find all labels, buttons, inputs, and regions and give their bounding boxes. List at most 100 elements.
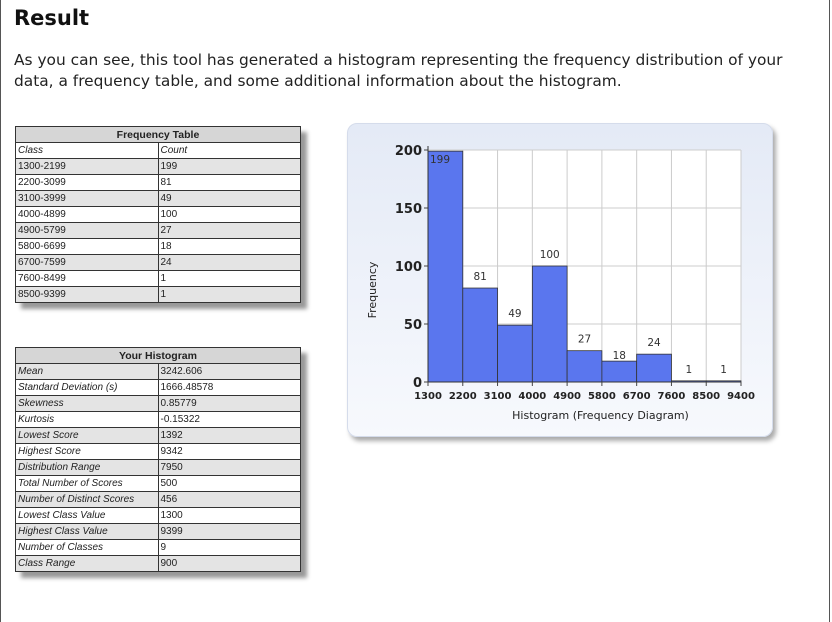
row-value-cell: 1300 — [157, 507, 301, 524]
table-row: Skewness 0.85779 — [15, 395, 301, 412]
x-tick-label: 4900 — [553, 391, 581, 402]
table-row: Lowest Score 1392 — [15, 427, 301, 444]
table-row: 1300-2199 199 — [15, 158, 301, 175]
row-label-cell: Skewness — [15, 395, 159, 412]
row-value-cell: 9 — [157, 539, 301, 556]
y-tick-label: 50 — [404, 318, 422, 333]
histogram-chart-panel: 0 50 100 150 200 199 81 49 100 27 18 24 1 1 1300 2200 31… — [347, 123, 773, 437]
row-value-cell: 1392 — [157, 427, 301, 444]
frequency-table-title: Frequency Table — [15, 126, 301, 143]
row-value-cell: 18 — [157, 238, 301, 255]
x-tick-label: 4000 — [518, 391, 546, 402]
table-row: Lowest Class Value 1300 — [15, 507, 301, 524]
x-tick-label: 9400 — [727, 391, 755, 402]
row-value-cell: 1 — [157, 270, 301, 287]
x-tick-label: 8500 — [692, 391, 720, 402]
row-label-cell: Standard Deviation (s) — [15, 379, 159, 396]
table-row: 4000-4899 100 — [15, 206, 301, 223]
row-label-cell: 5800-6699 — [15, 238, 159, 255]
table-row: Class Range 900 — [15, 555, 301, 572]
row-label-cell: 4000-4899 — [15, 206, 159, 223]
frequency-table: Frequency Table Class Count 1300-2199 199 22… — [15, 126, 301, 303]
table-row: Mean 3242.606 — [15, 363, 301, 380]
histogram-bar — [566, 350, 603, 383]
table-row: Highest Score 9342 — [15, 443, 301, 460]
histogram-bar — [462, 287, 498, 383]
y-tick-label: 150 — [395, 202, 422, 217]
bar-value-label: 24 — [647, 337, 661, 349]
row-label-cell: Lowest Class Value — [15, 507, 159, 524]
row-value-cell: 7950 — [157, 459, 301, 476]
row-label-cell: 8500-9399 — [15, 286, 159, 303]
table-row: 3100-3999 49 — [15, 190, 301, 207]
table-row: 7600-8499 1 — [15, 270, 301, 287]
row-value-cell: -0.15322 — [157, 411, 301, 428]
row-label-cell: Highest Score — [15, 443, 159, 460]
table-row: Number of Classes 9 — [15, 539, 301, 556]
bar-value-label: 1 — [720, 364, 727, 376]
row-value-cell: 500 — [157, 475, 301, 492]
row-label-cell: Highest Class Value — [15, 523, 159, 540]
y-tick-label: 100 — [395, 260, 422, 275]
row-label-cell: Number of Distinct Scores — [15, 491, 159, 508]
histogram-table-title: Your Histogram — [15, 347, 301, 364]
table-row: Number of Distinct Scores 456 — [15, 491, 301, 508]
row-value-cell: 3242.606 — [157, 363, 301, 380]
histogram-chart: 0 50 100 150 200 199 81 49 100 27 18 24 1 1 1300 2200 31… — [366, 144, 755, 422]
x-tick-label: 2200 — [449, 391, 477, 402]
row-label-cell: Total Number of Scores — [15, 475, 159, 492]
histogram-bar — [636, 353, 672, 383]
table-row: 8500-9399 1 — [15, 286, 301, 303]
page-title: Result — [14, 6, 90, 30]
row-value-cell: 27 — [157, 222, 301, 239]
y-tick-label: 200 — [395, 144, 422, 159]
row-label-cell: Class — [15, 142, 159, 159]
bar-value-label: 1 — [685, 364, 692, 376]
intro-text: As you can see, this tool has generated … — [14, 51, 783, 90]
table-row: Distribution Range 7950 — [15, 459, 301, 476]
row-label-cell: 2200-3099 — [15, 174, 159, 191]
row-value-cell: 49 — [157, 190, 301, 207]
table-row: Standard Deviation (s) 1666.48578 — [15, 379, 301, 396]
table-row: 2200-3099 81 — [15, 174, 301, 191]
table-row: 5800-6699 18 — [15, 238, 301, 255]
bar-value-label: 199 — [430, 154, 450, 166]
row-value-cell: 456 — [157, 491, 301, 508]
table-header-row: Class Count — [15, 142, 301, 159]
bar-value-label: 27 — [578, 334, 591, 346]
row-value-cell: 24 — [157, 254, 301, 271]
row-label-cell: 4900-5799 — [15, 222, 159, 239]
row-label-cell: 3100-3999 — [15, 190, 159, 207]
table-row: 4900-5799 27 — [15, 222, 301, 239]
table-row: 6700-7599 24 — [15, 254, 301, 271]
histogram-bar — [427, 150, 464, 383]
table-row: Total Number of Scores 500 — [15, 475, 301, 492]
row-value-cell: 81 — [157, 174, 301, 191]
x-tick-label: 1300 — [414, 391, 442, 402]
bar-value-label: 49 — [508, 308, 521, 320]
row-label-cell: Class Range — [15, 555, 159, 572]
histogram-bar — [497, 324, 533, 383]
row-label-cell: Kurtosis — [15, 411, 159, 428]
y-tick-label: 0 — [413, 376, 422, 391]
bar-value-label: 18 — [613, 350, 626, 362]
histogram-bar — [531, 265, 568, 383]
row-value-cell: 1 — [157, 286, 301, 303]
x-tick-label: 6700 — [623, 391, 651, 402]
row-label-cell: 6700-7599 — [15, 254, 159, 271]
x-axis-label: Histogram (Frequency Diagram) — [512, 409, 689, 422]
row-value-cell: 199 — [157, 158, 301, 175]
bar-value-label: 100 — [540, 249, 560, 261]
x-tick-label: 5800 — [588, 391, 616, 402]
row-value-cell: 1666.48578 — [157, 379, 301, 396]
row-label-cell: 7600-8499 — [15, 270, 159, 287]
table-row: Kurtosis -0.15322 — [15, 411, 301, 428]
row-value-cell: 900 — [157, 555, 301, 572]
histogram-stats-table: Your Histogram Mean 3242.606 Standard Devi… — [15, 347, 301, 572]
x-tick-label: 3100 — [484, 391, 512, 402]
table-row: Highest Class Value 9399 — [15, 523, 301, 540]
row-value-cell: Count — [157, 142, 301, 159]
row-value-cell: 9399 — [157, 523, 301, 540]
histogram-table-wrapper: Your Histogram Mean 3242.606 Standard Devi… — [15, 347, 301, 572]
